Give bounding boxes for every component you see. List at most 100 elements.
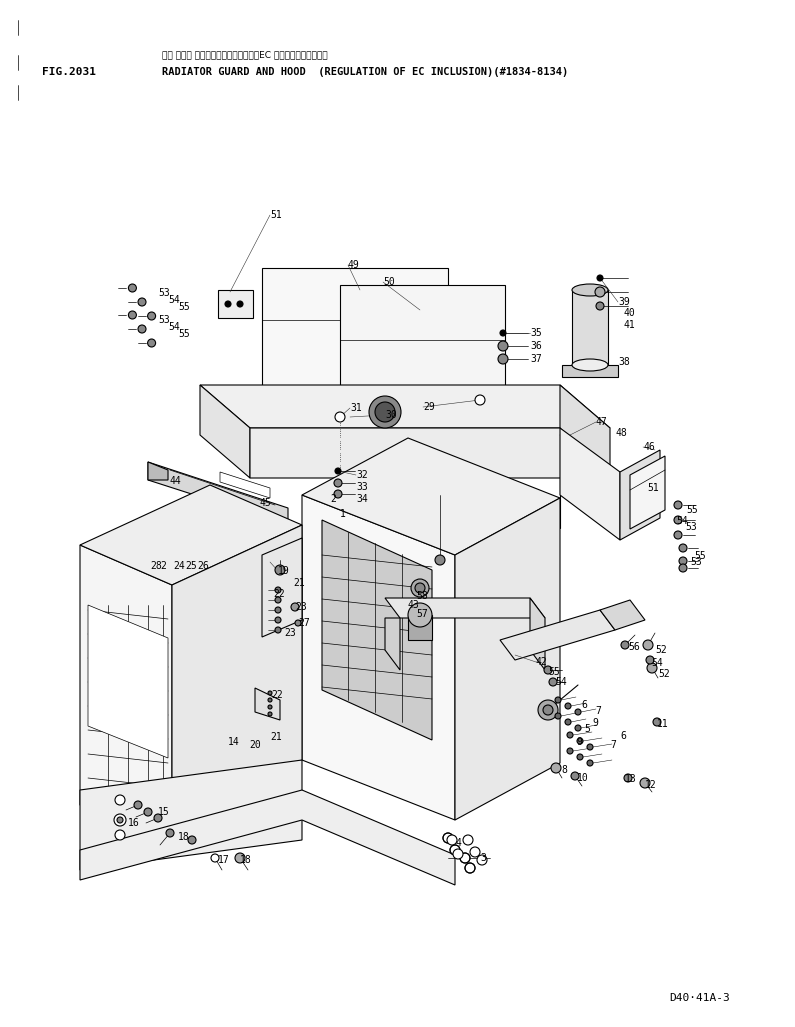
Polygon shape bbox=[262, 538, 302, 637]
Circle shape bbox=[640, 778, 650, 788]
Text: 13: 13 bbox=[625, 774, 637, 784]
Circle shape bbox=[460, 853, 470, 863]
Circle shape bbox=[571, 772, 579, 779]
Text: 38: 38 bbox=[618, 357, 630, 367]
Circle shape bbox=[129, 311, 137, 319]
Polygon shape bbox=[572, 290, 608, 365]
Text: 29: 29 bbox=[423, 402, 435, 412]
Text: 54: 54 bbox=[676, 516, 688, 526]
Polygon shape bbox=[530, 598, 545, 670]
Circle shape bbox=[275, 627, 281, 633]
Circle shape bbox=[144, 808, 152, 816]
Text: 56: 56 bbox=[628, 642, 640, 652]
Polygon shape bbox=[148, 462, 288, 525]
Polygon shape bbox=[302, 438, 560, 555]
Circle shape bbox=[335, 412, 345, 422]
Text: 28: 28 bbox=[150, 561, 161, 571]
Text: 6: 6 bbox=[620, 731, 626, 741]
Circle shape bbox=[268, 705, 272, 709]
Circle shape bbox=[543, 705, 553, 715]
Circle shape bbox=[575, 709, 581, 715]
Circle shape bbox=[674, 531, 682, 539]
Text: 39: 39 bbox=[618, 297, 630, 307]
Polygon shape bbox=[340, 286, 505, 435]
Text: 30: 30 bbox=[385, 410, 397, 420]
Circle shape bbox=[453, 849, 463, 859]
Text: 46: 46 bbox=[643, 442, 655, 452]
Text: 2: 2 bbox=[160, 561, 166, 571]
Circle shape bbox=[335, 468, 341, 474]
Text: 55: 55 bbox=[686, 505, 698, 515]
Circle shape bbox=[674, 516, 682, 524]
Circle shape bbox=[115, 830, 125, 840]
Circle shape bbox=[595, 287, 605, 297]
Circle shape bbox=[567, 748, 573, 754]
Text: FIG.2031: FIG.2031 bbox=[42, 67, 96, 77]
Circle shape bbox=[551, 763, 561, 773]
Circle shape bbox=[129, 284, 137, 292]
Text: 32: 32 bbox=[356, 470, 368, 480]
Circle shape bbox=[408, 603, 432, 627]
Text: 50: 50 bbox=[383, 277, 395, 287]
Circle shape bbox=[134, 801, 142, 809]
Text: 10: 10 bbox=[577, 773, 589, 783]
Text: 55: 55 bbox=[548, 667, 560, 677]
Text: 22: 22 bbox=[273, 589, 285, 599]
Text: 7: 7 bbox=[595, 706, 601, 716]
Circle shape bbox=[565, 719, 571, 725]
Text: 55: 55 bbox=[178, 329, 190, 339]
Text: 45: 45 bbox=[260, 498, 272, 508]
Circle shape bbox=[375, 402, 395, 422]
Circle shape bbox=[544, 665, 552, 674]
Text: 1: 1 bbox=[340, 509, 346, 519]
Text: 51: 51 bbox=[270, 210, 281, 220]
Polygon shape bbox=[250, 428, 610, 478]
Circle shape bbox=[275, 597, 281, 603]
Text: 23: 23 bbox=[284, 627, 296, 638]
Circle shape bbox=[115, 795, 125, 805]
Polygon shape bbox=[172, 525, 302, 845]
Ellipse shape bbox=[572, 359, 608, 371]
Text: 49: 49 bbox=[348, 260, 360, 270]
Circle shape bbox=[275, 565, 285, 575]
Circle shape bbox=[275, 587, 281, 593]
Polygon shape bbox=[200, 385, 250, 478]
Circle shape bbox=[679, 544, 687, 551]
Polygon shape bbox=[600, 600, 645, 630]
Text: 44: 44 bbox=[170, 476, 182, 486]
Polygon shape bbox=[620, 450, 660, 540]
Polygon shape bbox=[385, 618, 400, 670]
Polygon shape bbox=[80, 790, 455, 885]
Circle shape bbox=[211, 854, 219, 862]
Text: 54: 54 bbox=[168, 295, 180, 305]
Text: 54: 54 bbox=[168, 322, 180, 332]
Circle shape bbox=[575, 725, 581, 731]
Text: 19: 19 bbox=[278, 566, 289, 576]
Polygon shape bbox=[408, 615, 432, 640]
Text: 18: 18 bbox=[240, 855, 252, 865]
Circle shape bbox=[463, 835, 473, 845]
Circle shape bbox=[295, 620, 301, 626]
Circle shape bbox=[275, 607, 281, 613]
Text: 17: 17 bbox=[218, 855, 230, 865]
Circle shape bbox=[643, 640, 653, 650]
Circle shape bbox=[549, 678, 557, 686]
Circle shape bbox=[415, 583, 425, 593]
Text: 6: 6 bbox=[581, 700, 587, 710]
Text: 47: 47 bbox=[596, 417, 607, 427]
Circle shape bbox=[555, 697, 561, 703]
Text: 53: 53 bbox=[158, 288, 170, 298]
Text: 15: 15 bbox=[158, 807, 170, 817]
Circle shape bbox=[653, 718, 661, 726]
Text: 37: 37 bbox=[530, 354, 541, 364]
Circle shape bbox=[470, 847, 480, 857]
Polygon shape bbox=[500, 610, 615, 660]
Text: 23: 23 bbox=[295, 602, 307, 612]
Polygon shape bbox=[630, 456, 665, 529]
Text: 12: 12 bbox=[645, 779, 657, 790]
Circle shape bbox=[443, 833, 453, 843]
Text: 40: 40 bbox=[623, 308, 634, 318]
Polygon shape bbox=[80, 485, 302, 585]
Circle shape bbox=[597, 275, 603, 281]
Circle shape bbox=[646, 656, 654, 664]
